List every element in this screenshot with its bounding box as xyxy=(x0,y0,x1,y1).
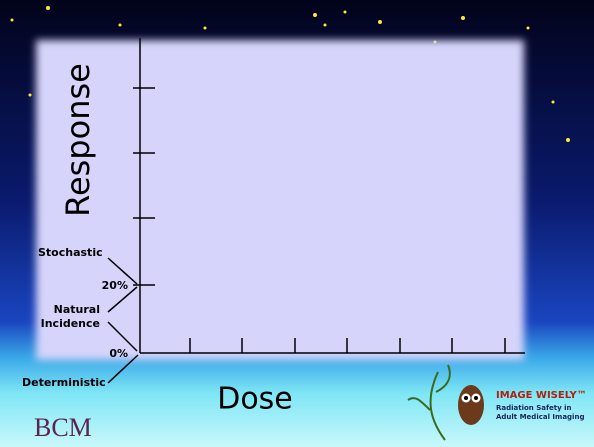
tick-label: 0% xyxy=(109,347,128,360)
y-axis-label: Response xyxy=(59,63,97,217)
slide: Response Dose 20% 0% Stochastic Natural … xyxy=(0,0,594,447)
chart-panel xyxy=(36,40,524,360)
logo-subtitle: Adult Medical Imaging xyxy=(496,413,584,421)
logo-title: IMAGE WISELY™ xyxy=(496,390,587,401)
annotation: Natural xyxy=(54,303,100,316)
bcm-logo: BCM xyxy=(34,413,92,442)
x-axis-label: Dose xyxy=(217,382,293,417)
annotation: Stochastic xyxy=(38,246,103,259)
page: Response Dose 20% 0% Stochastic Natural … xyxy=(0,0,594,447)
annotation: Deterministic xyxy=(22,376,106,389)
tick-label: 20% xyxy=(102,279,128,292)
annotation: Incidence xyxy=(41,317,100,330)
logo-subtitle: Radiation Safety in xyxy=(496,404,572,412)
